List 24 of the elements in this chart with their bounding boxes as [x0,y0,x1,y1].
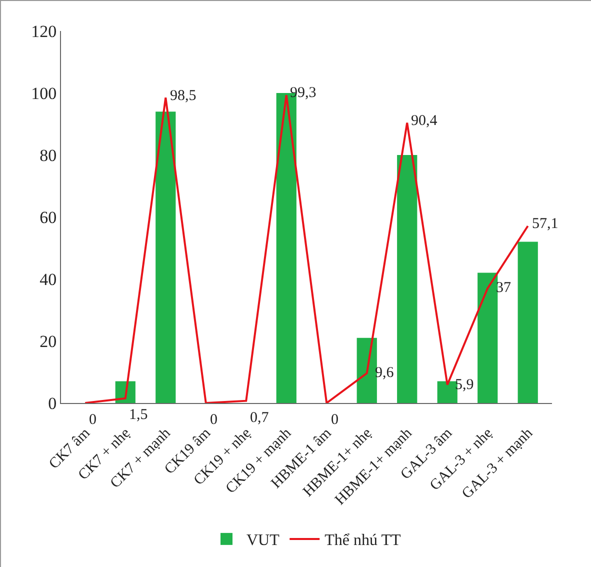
y-tick-label: 80 [40,146,57,165]
y-tick-label: 100 [31,84,57,103]
data-label: 57,1 [532,216,558,232]
data-label: 0,7 [250,410,270,426]
legend-label: Thể nhú TT [324,532,401,550]
data-label: 98,5 [170,88,196,104]
y-tick-label: 0 [48,394,57,413]
bar [437,381,458,403]
y-tick-label: 20 [40,332,57,351]
y-tick-label: 40 [40,270,57,289]
data-label: 0 [210,412,218,428]
data-label: 99,3 [290,85,316,101]
y-tick-label: 60 [40,208,57,227]
bar [478,272,498,403]
y-tick-label: 120 [31,22,57,41]
data-label: 90,4 [411,113,438,129]
bar [156,112,176,403]
data-label: 0 [331,412,338,428]
data-label: 1,5 [129,407,148,423]
data-label: 0 [89,412,96,428]
bar [518,242,538,403]
bar [397,155,418,403]
bar [356,338,377,403]
legend-label: VUT [246,532,280,550]
